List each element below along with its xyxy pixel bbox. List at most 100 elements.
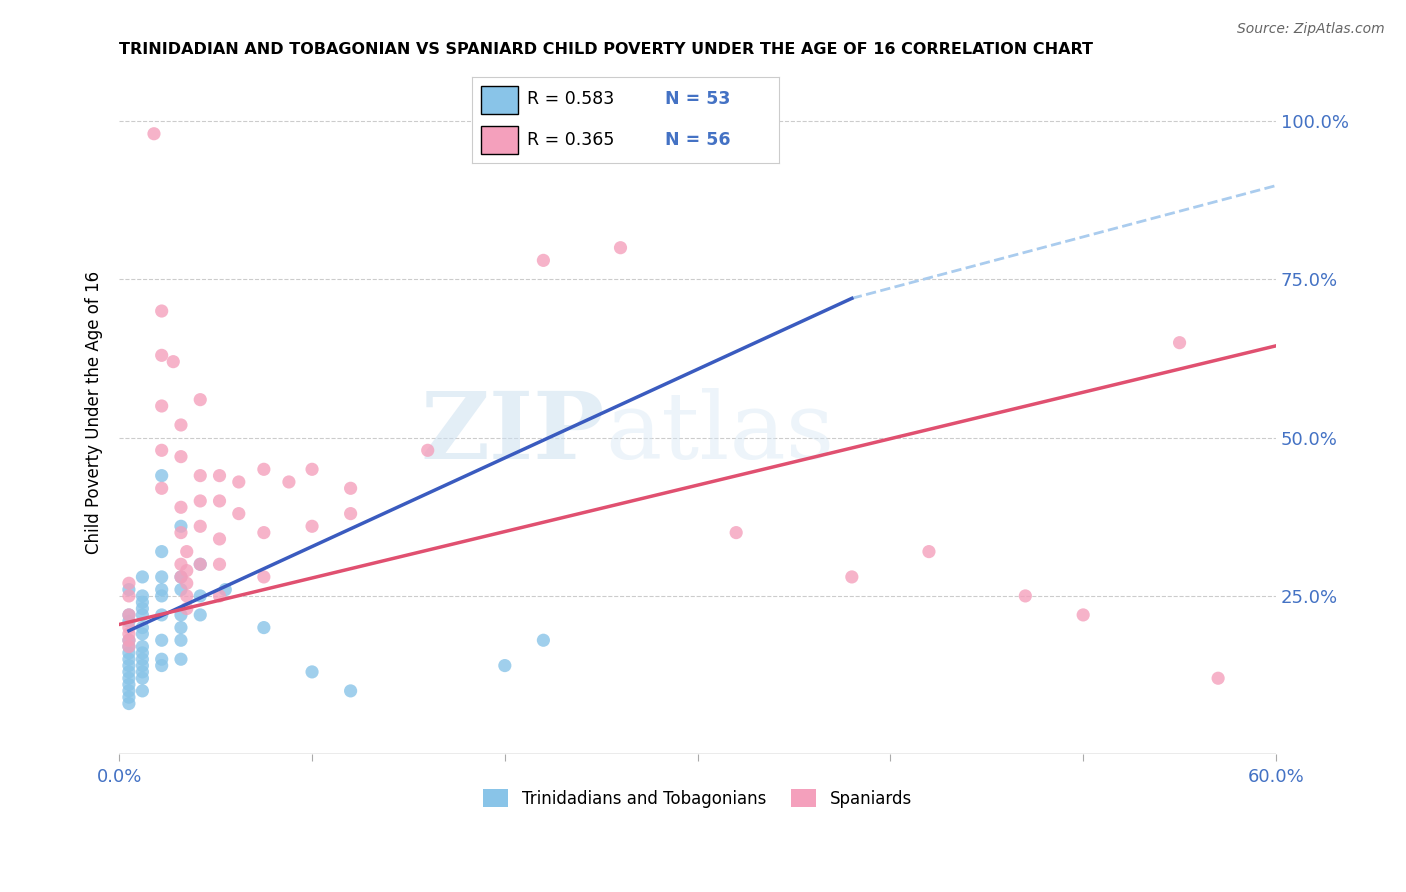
Point bbox=[118, 621, 141, 635]
Point bbox=[131, 595, 153, 609]
Point bbox=[228, 507, 250, 521]
Point bbox=[150, 570, 173, 584]
Point bbox=[176, 544, 198, 558]
Point bbox=[1168, 335, 1191, 350]
Point bbox=[118, 627, 141, 641]
Point bbox=[841, 570, 863, 584]
Point bbox=[170, 500, 193, 515]
Point bbox=[131, 621, 153, 635]
Point bbox=[150, 304, 173, 318]
Point bbox=[531, 253, 554, 268]
Point bbox=[150, 658, 173, 673]
Point bbox=[118, 614, 141, 628]
Point bbox=[150, 481, 173, 495]
Point bbox=[150, 399, 173, 413]
Point bbox=[339, 684, 361, 698]
Point bbox=[188, 607, 211, 622]
Point bbox=[143, 127, 166, 141]
Point bbox=[162, 354, 184, 368]
Point bbox=[131, 646, 153, 660]
Point bbox=[118, 589, 141, 603]
Point bbox=[150, 607, 173, 622]
Point bbox=[170, 652, 193, 666]
Point bbox=[188, 468, 211, 483]
Point bbox=[277, 475, 299, 489]
Point bbox=[131, 671, 153, 685]
Point bbox=[531, 633, 554, 648]
Point bbox=[118, 633, 141, 648]
Point bbox=[150, 652, 173, 666]
Point bbox=[208, 468, 231, 483]
Text: Source: ZipAtlas.com: Source: ZipAtlas.com bbox=[1237, 22, 1385, 37]
Point bbox=[131, 570, 153, 584]
Point bbox=[170, 417, 193, 432]
Point bbox=[339, 481, 361, 495]
Point bbox=[301, 519, 323, 533]
Text: TRINIDADIAN AND TOBAGONIAN VS SPANIARD CHILD POVERTY UNDER THE AGE OF 16 CORRELA: TRINIDADIAN AND TOBAGONIAN VS SPANIARD C… bbox=[120, 42, 1094, 57]
Point bbox=[301, 665, 323, 679]
Point bbox=[253, 462, 276, 476]
Point bbox=[118, 640, 141, 654]
Point bbox=[188, 392, 211, 407]
Point bbox=[131, 627, 153, 641]
Point bbox=[176, 589, 198, 603]
Point bbox=[170, 633, 193, 648]
Y-axis label: Child Poverty Under the Age of 16: Child Poverty Under the Age of 16 bbox=[86, 271, 103, 554]
Point bbox=[118, 633, 141, 648]
Point bbox=[176, 564, 198, 578]
Point bbox=[118, 690, 141, 705]
Text: atlas: atlas bbox=[605, 388, 834, 478]
Point bbox=[208, 494, 231, 508]
Point bbox=[170, 607, 193, 622]
Point bbox=[1071, 607, 1094, 622]
Point bbox=[918, 544, 941, 558]
Point bbox=[494, 658, 516, 673]
Point bbox=[339, 507, 361, 521]
Point bbox=[131, 652, 153, 666]
Point bbox=[188, 558, 211, 572]
Point bbox=[118, 671, 141, 685]
Point bbox=[170, 519, 193, 533]
Point bbox=[188, 519, 211, 533]
Point bbox=[131, 589, 153, 603]
Point bbox=[118, 576, 141, 591]
Point bbox=[170, 570, 193, 584]
Point bbox=[170, 621, 193, 635]
Point bbox=[170, 450, 193, 464]
Point bbox=[131, 665, 153, 679]
Point bbox=[118, 677, 141, 691]
Point bbox=[150, 468, 173, 483]
Point bbox=[1206, 671, 1229, 685]
Point bbox=[253, 570, 276, 584]
Point bbox=[150, 633, 173, 648]
Point bbox=[131, 601, 153, 615]
Point bbox=[131, 607, 153, 622]
Point bbox=[170, 525, 193, 540]
Point bbox=[131, 684, 153, 698]
Point bbox=[170, 558, 193, 572]
Point bbox=[170, 570, 193, 584]
Point bbox=[253, 621, 276, 635]
Point bbox=[150, 582, 173, 597]
Point bbox=[176, 601, 198, 615]
Point bbox=[188, 558, 211, 572]
Point bbox=[118, 658, 141, 673]
Point bbox=[609, 241, 631, 255]
Point bbox=[301, 462, 323, 476]
Text: ZIP: ZIP bbox=[420, 388, 605, 478]
Point bbox=[118, 640, 141, 654]
Point bbox=[150, 348, 173, 362]
Point bbox=[228, 475, 250, 489]
Point bbox=[208, 532, 231, 546]
Point bbox=[118, 607, 141, 622]
Point bbox=[118, 665, 141, 679]
Point bbox=[118, 607, 141, 622]
Point bbox=[150, 443, 173, 458]
Point bbox=[253, 525, 276, 540]
Point bbox=[176, 576, 198, 591]
Point bbox=[170, 582, 193, 597]
Point bbox=[131, 640, 153, 654]
Point bbox=[1014, 589, 1036, 603]
Point bbox=[150, 544, 173, 558]
Point bbox=[118, 697, 141, 711]
